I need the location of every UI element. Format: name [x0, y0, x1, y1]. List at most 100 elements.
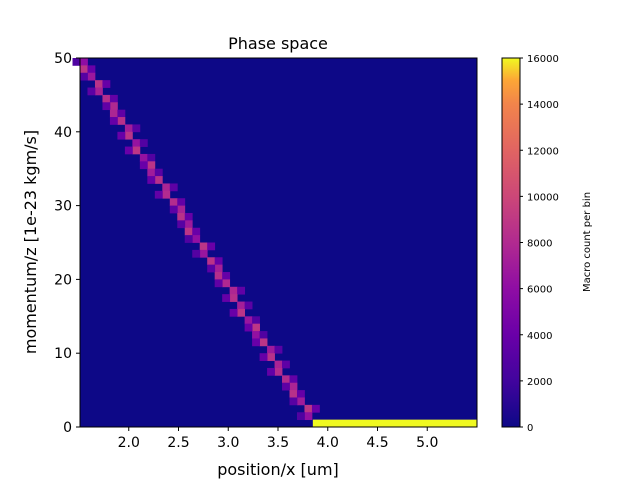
- heatmap-bin: [252, 316, 260, 325]
- heatmap-bin: [124, 131, 133, 140]
- heatmap-bin: [222, 272, 231, 280]
- heatmap-bin: [282, 375, 290, 384]
- heatmap-bin: [162, 183, 171, 192]
- x-tick-label: 2.0: [118, 435, 140, 451]
- heatmap-bin: [192, 227, 201, 236]
- heatmap-bin: [132, 146, 141, 155]
- y-tick-label: 0: [63, 420, 72, 436]
- heatmap-bin: [124, 146, 133, 155]
- x-tick-label: 2.5: [167, 435, 189, 451]
- heatmap-bin: [139, 153, 148, 162]
- heatmap-bin: [229, 294, 238, 302]
- heatmap-bin: [207, 264, 216, 273]
- plot-area: [72, 58, 477, 427]
- heatmap-bin: [289, 390, 298, 398]
- heatmap-bin: [80, 58, 88, 66]
- heatmap-bin: [267, 345, 275, 354]
- heatmap-bin: [237, 301, 246, 310]
- heatmap-bin: [154, 176, 163, 184]
- heatmap-bin: [132, 124, 141, 133]
- y-tick-label: 10: [54, 346, 72, 362]
- heatmap-bin: [132, 139, 141, 147]
- heatmap-bin: [252, 338, 260, 347]
- heatmap-bin: [252, 323, 260, 332]
- heatmap-bin: [214, 272, 223, 280]
- colorbar-label: Macro count per bin: [582, 192, 593, 292]
- x-tick-label: 3.0: [217, 435, 239, 451]
- heatmap-bin: [94, 80, 103, 88]
- colorbar-tick-label: 12000: [527, 146, 559, 157]
- heatmap-bin: [147, 161, 156, 170]
- heatmap-bin: [117, 117, 126, 125]
- x-axis-label: position/x [um]: [217, 460, 339, 479]
- heatmap-bin: [244, 301, 253, 310]
- heatmap-bin: [289, 397, 298, 406]
- colorbar-tick-label: 14000: [527, 100, 559, 111]
- heatmap-bin: [259, 331, 268, 339]
- heatmap-bin: [214, 257, 223, 266]
- heatmap-bin: [207, 242, 216, 251]
- heatmap-bin: [102, 80, 111, 88]
- heatmap-bin: [267, 353, 275, 361]
- heatmap-bin: [169, 183, 178, 192]
- heatmap-bin: [229, 308, 238, 317]
- heatmap-bin: [289, 382, 298, 391]
- heatmap-bin: [139, 139, 148, 147]
- heatmap-bin: [124, 124, 133, 133]
- heatmap-bin: [274, 367, 283, 376]
- heatmap-bin: [147, 168, 156, 177]
- heatmap-bin: [237, 308, 246, 317]
- heatmap-bin: [72, 58, 81, 66]
- colorbar-tick-label: 16000: [527, 54, 559, 65]
- x-tick-label: 3.5: [267, 435, 289, 451]
- colorbar-tick-label: 10000: [527, 192, 559, 203]
- heatmap-bin: [207, 257, 216, 266]
- heatmap-bin: [222, 279, 231, 288]
- heatmap-bin: [184, 227, 193, 236]
- heatmap-bin: [259, 338, 268, 347]
- heatmap-bin: [139, 161, 148, 170]
- heatmap-bin: [87, 87, 96, 96]
- heatmap-bin: [109, 102, 118, 111]
- heatmap-bin: [192, 235, 201, 243]
- heatmap-bin: [184, 220, 193, 229]
- heatmap-bin: [109, 94, 118, 103]
- heatmap-bin: [184, 212, 193, 221]
- heatmap-bin: [282, 360, 290, 369]
- heatmap-bin: [199, 242, 208, 251]
- heatmap-bin: [222, 294, 231, 302]
- heatmap-bin: [177, 212, 186, 221]
- chart-title: Phase space: [228, 34, 328, 53]
- heatmap-bin: [267, 367, 275, 376]
- heatmap-bin: [94, 87, 103, 96]
- heatmap-bin: [311, 404, 320, 413]
- x-tick-label: 4.5: [366, 435, 388, 451]
- heatmap-bin: [117, 131, 126, 140]
- heatmap-bin: [296, 390, 305, 398]
- y-axis-ticks: 0 10 20 30 40 50: [54, 51, 80, 436]
- heatmap-bin: [244, 323, 253, 332]
- colorbar: [501, 57, 521, 428]
- heatmap-bin: [162, 190, 171, 199]
- heatmap-bin: [177, 198, 186, 206]
- heatmap-bin: [154, 190, 163, 199]
- heatmap-bin: [214, 264, 223, 273]
- heatmap-bin: [296, 397, 305, 406]
- heatmap-bin: [274, 360, 283, 369]
- heatmap-bin: [259, 353, 268, 361]
- heatmap-bin: [199, 249, 208, 258]
- colorbar-tick-label: 0: [527, 423, 533, 434]
- heatmap-bin: [109, 109, 118, 118]
- y-tick-label: 30: [54, 199, 72, 215]
- colorbar-tick-label: 4000: [527, 331, 552, 342]
- heatmap-bin: [87, 72, 96, 81]
- heatmap-bin: [252, 331, 260, 339]
- y-tick-label: 40: [54, 125, 72, 141]
- heatmap-bin: [289, 375, 298, 384]
- heatmap-bin: [87, 65, 96, 74]
- y-tick-label: 50: [54, 51, 72, 67]
- heatmap-bin: [177, 220, 186, 229]
- x-axis-ticks: 2.0 2.5 3.0 3.5 4.0 4.5 5.0: [118, 427, 438, 451]
- y-axis-label: momentum/z [1e-23 kgm/s]: [21, 130, 40, 354]
